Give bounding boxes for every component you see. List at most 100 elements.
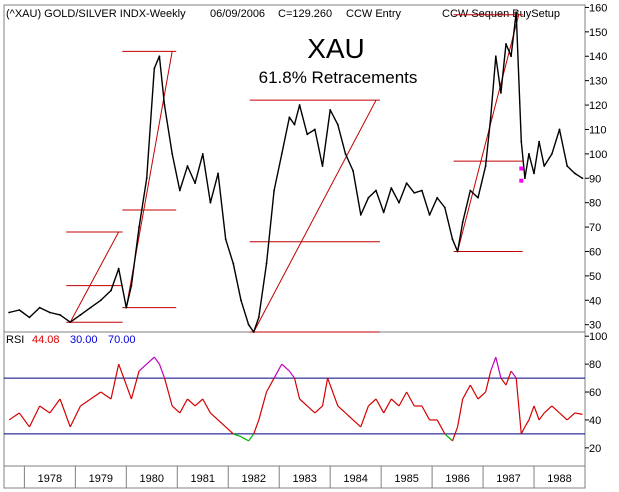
rsi-series-segment — [469, 384, 479, 400]
rsi-series-segment — [187, 398, 196, 407]
rsi-series-segment — [118, 363, 127, 386]
price-plot — [8, 11, 584, 333]
price-point — [461, 221, 464, 224]
price-point — [321, 165, 324, 167]
price-point — [48, 311, 51, 314]
rsi-series-segment — [485, 370, 492, 393]
price-y-tick-label: 120 — [589, 100, 607, 112]
price-point — [209, 201, 212, 204]
price-point — [178, 189, 181, 192]
price-point — [28, 316, 31, 319]
header-study: CCW Entry — [346, 8, 402, 20]
rsi-series-segment — [28, 405, 41, 428]
rsi-series-segment — [273, 363, 283, 379]
rsi-series-segment — [80, 398, 91, 407]
rsi-series-segment — [352, 419, 362, 428]
price-point — [240, 299, 242, 302]
price-y-axis: 30 40 50 60 70 80 90 100 110 120 130 140 150 160 — [585, 2, 607, 332]
rsi-y-tick-label: 80 — [589, 359, 601, 371]
price-point — [99, 299, 102, 302]
rsi-series-segment — [110, 363, 120, 400]
price-point — [217, 172, 219, 175]
date-x-tick-label: 1987 — [496, 473, 520, 485]
price-y-tick-label: 50 — [589, 271, 601, 283]
rsi-series-segment — [138, 363, 148, 372]
price-y-tick-label: 160 — [589, 2, 607, 14]
price-point — [273, 189, 276, 192]
rsi-series-segment — [515, 378, 522, 434]
rsi-series-segment — [314, 405, 323, 414]
rsi-series-segment — [163, 377, 173, 407]
price-point — [313, 128, 316, 131]
price-point — [558, 128, 561, 131]
date-x-tick-label: 1982 — [241, 473, 265, 485]
price-point — [359, 213, 362, 216]
rsi-series-segment — [390, 398, 400, 407]
price-point — [8, 311, 10, 314]
price-point — [59, 314, 61, 316]
date-x-tick-label: 1984 — [343, 473, 367, 485]
rsi-series-segment — [505, 370, 512, 386]
rsi-series-segment — [130, 370, 140, 400]
price-series-line — [8, 11, 583, 333]
rsi-series-segment — [321, 377, 329, 407]
price-point — [125, 306, 128, 309]
rsi-series-segment — [436, 419, 446, 435]
date-x-tick-label: 1981 — [191, 473, 215, 485]
rsi-series-segment — [456, 398, 464, 428]
rsi-series-segment — [337, 405, 346, 414]
rsi-series-segment — [574, 412, 583, 415]
price-point — [265, 262, 268, 265]
rsi-series-segment — [477, 391, 487, 400]
rsi-series-segment — [543, 405, 553, 414]
rsi-y-axis: 20 40 60 80 100 — [585, 331, 607, 455]
price-point — [224, 238, 227, 241]
header-date: 06/09/2006 — [210, 8, 265, 20]
rsi-series-segment — [495, 356, 502, 379]
rsi-y-tick-label: 60 — [589, 387, 601, 399]
price-point — [528, 152, 530, 155]
rsi-series-segment — [153, 356, 160, 365]
price-point — [89, 306, 92, 309]
rsi-series-segment — [258, 391, 268, 421]
price-y-tick-label: 80 — [589, 198, 601, 210]
price-point — [298, 104, 301, 106]
price-point — [336, 123, 339, 126]
price-point — [79, 314, 82, 316]
rsi-series-segment — [90, 391, 102, 400]
price-point — [489, 116, 492, 119]
date-x-tick-label: 1983 — [292, 473, 316, 485]
price-point — [538, 140, 541, 143]
price-point — [280, 152, 283, 155]
price-point — [110, 289, 112, 292]
header-close: C=129.260 — [278, 8, 332, 20]
price-point — [293, 123, 296, 126]
price-point — [186, 165, 189, 167]
price-point — [232, 262, 235, 265]
rsi-name-label: RSI — [6, 334, 24, 346]
date-x-tick-label: 1978 — [38, 473, 62, 485]
rsi-series-segment — [520, 426, 526, 435]
price-point — [456, 250, 459, 253]
price-point — [247, 323, 250, 326]
rsi-series-segment — [281, 363, 290, 372]
rsi-series-segment — [225, 426, 234, 435]
rsi-series-segment — [375, 398, 385, 414]
price-y-tick-label: 130 — [589, 76, 607, 88]
rsi-series-segment — [39, 405, 51, 414]
retracement-trendline — [253, 99, 377, 333]
price-point — [469, 189, 472, 192]
price-point — [158, 55, 161, 58]
rsi-series-segment — [299, 398, 308, 407]
price-point — [352, 170, 355, 172]
rsi-series-segment — [202, 398, 211, 414]
rsi-series-segment — [345, 412, 354, 421]
price-point — [288, 116, 291, 119]
retracement-trendline — [457, 14, 520, 252]
price-point — [329, 109, 332, 111]
rsi-series-segment — [406, 391, 415, 407]
rsi-y-tick-label: 20 — [589, 443, 601, 455]
rsi-series-segment — [524, 419, 530, 428]
